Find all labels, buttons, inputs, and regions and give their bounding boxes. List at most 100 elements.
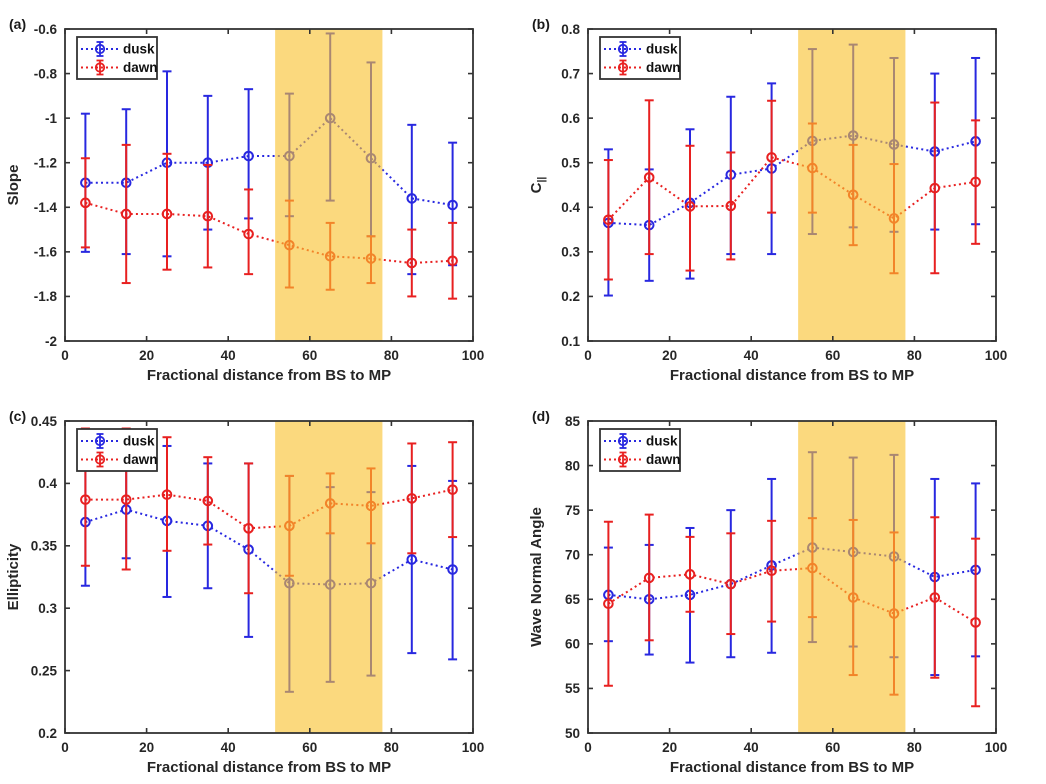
y-axis-label: Slope	[5, 165, 22, 206]
series-dotted-line	[85, 201, 453, 265]
legend-marker-circle	[94, 43, 106, 55]
y-tick-label: 85	[565, 414, 581, 429]
legend-marker-circle	[617, 435, 629, 447]
y-tick-label: 55	[565, 681, 581, 696]
y-tick-label: 65	[565, 592, 581, 607]
axes	[64, 28, 474, 342]
y-tick-label: -1.4	[34, 200, 58, 215]
legend-label-dusk: dusk	[646, 42, 678, 57]
legend: dusk dawn	[599, 36, 681, 80]
data-point-marker	[447, 484, 458, 495]
legend-label-dusk: dusk	[123, 42, 155, 57]
x-tick-label: 0	[61, 740, 69, 755]
data-point-marker	[161, 489, 173, 500]
data-point-marker	[970, 176, 981, 188]
x-tick-label: 100	[462, 348, 485, 363]
legend-box	[599, 428, 681, 472]
data-point-marker	[643, 572, 655, 584]
y-tick-label: -2	[45, 334, 57, 349]
legend-entry-dusk	[81, 433, 119, 449]
x-tick-label: 40	[744, 348, 759, 363]
highlight-band	[798, 29, 906, 341]
highlight-band	[798, 421, 906, 733]
legend-entry-dusk	[81, 41, 119, 57]
plot-area	[65, 421, 473, 733]
y-tick-label: 0.45	[31, 414, 58, 429]
data-point-marker	[243, 228, 254, 240]
x-tick-label: 20	[662, 740, 677, 755]
series-dotted-line	[607, 567, 977, 624]
legend-entry-dusk	[604, 433, 642, 449]
legend-entry-dawn	[604, 59, 642, 76]
legend-label-dusk: dusk	[646, 434, 678, 449]
x-tick-label: 20	[139, 348, 154, 363]
y-tick-label: 80	[565, 458, 580, 473]
y-axis-label: Ellipticity	[5, 543, 22, 610]
x-tick-label: 80	[907, 740, 922, 755]
series-dotted-line	[608, 546, 976, 601]
data-point-marker	[80, 197, 91, 209]
data-point-marker	[406, 193, 418, 204]
x-axis-label: Fractional distance from BS to MP	[670, 367, 914, 384]
axes-frame	[587, 28, 997, 342]
y-tick-label: 0.4	[38, 476, 57, 491]
panel-b-cparallel-chart: 0 20 40 60 80 100 0.1 0.2 0.3 0.4 0.5 0.6 0.7 0.8 Frac…	[523, 0, 1046, 392]
legend-entry-dawn	[81, 451, 119, 468]
y-tick-label: 0.8	[561, 22, 580, 37]
x-axis-label: Fractional distance from BS to MP	[147, 367, 391, 384]
legend-label-dawn: dawn	[123, 60, 158, 75]
axes	[64, 420, 474, 734]
x-tick-label: 100	[462, 740, 485, 755]
y-tick-label: 60	[565, 637, 580, 652]
panel-c-ellipticity-chart: 0 20 40 60 80 100 0.2 0.25 0.3 0.35 0.4 0.45 Fractio…	[0, 392, 523, 784]
x-tick-label: 60	[302, 740, 317, 755]
x-tick-label: 40	[744, 740, 759, 755]
legend: dusk dawn	[599, 428, 681, 472]
y-tick-label: -0.6	[34, 22, 58, 37]
x-tick-label: 20	[662, 348, 677, 363]
y-axis-label-group: Wave Normal Angle	[528, 507, 545, 647]
x-axis-label: Fractional distance from BS to MP	[670, 759, 914, 776]
y-axis-label-group: C||	[528, 177, 548, 194]
y-tick-label: 0.6	[561, 111, 580, 126]
y-tick-label: 0.5	[561, 156, 580, 171]
series-dotted-line	[608, 134, 976, 227]
data-point-marker	[643, 172, 655, 183]
panel-a-slope-chart: 0 20 40 60 80 100 -2 -1.8 -1.6 -1.4 -1.2 -1 -0.8 -0.6…	[0, 0, 523, 392]
y-tick-label: 75	[565, 503, 581, 518]
y-axis-label: Wave Normal Angle	[528, 507, 545, 647]
y-tick-label: -1.6	[34, 245, 58, 260]
legend-label-dawn: dawn	[646, 60, 681, 75]
x-tick-label: 40	[221, 348, 236, 363]
series-dotted-line	[85, 508, 453, 586]
y-tick-label: 0.2	[561, 289, 580, 304]
data-point-marker	[970, 617, 981, 628]
y-tick-label: 0.7	[561, 66, 580, 81]
y-axis-label: C||	[528, 177, 548, 194]
data-point-marker	[929, 592, 941, 603]
data-point-marker	[243, 523, 254, 534]
x-tick-label: 60	[825, 348, 840, 363]
panel-letter: (a)	[9, 16, 26, 32]
panel-d-wave-normal-angle-chart: 0 20 40 60 80 100 50 55 60 65 70 75 80 85 Fractional d…	[523, 392, 1046, 784]
x-tick-label: 20	[139, 740, 154, 755]
legend-marker-circle	[617, 62, 629, 73]
legend-label-dawn: dawn	[123, 452, 158, 467]
legend-marker-circle	[617, 43, 629, 55]
panel-letter: (d)	[532, 408, 550, 424]
highlight-band	[275, 29, 383, 341]
legend-marker-circle	[617, 454, 629, 465]
data-point-marker	[243, 150, 254, 162]
y-tick-label: -1.8	[34, 289, 58, 304]
plot-area	[588, 421, 996, 733]
data-point-marker	[447, 199, 458, 211]
data-point-marker	[447, 564, 458, 575]
legend-box	[599, 36, 681, 80]
y-tick-label: -1	[45, 111, 57, 126]
y-tick-label: 70	[565, 548, 580, 563]
data-point-marker	[725, 578, 737, 590]
y-tick-label: 0.25	[31, 663, 58, 678]
x-tick-label: 100	[985, 348, 1008, 363]
legend-box	[76, 428, 158, 472]
data-point-marker	[447, 255, 458, 267]
